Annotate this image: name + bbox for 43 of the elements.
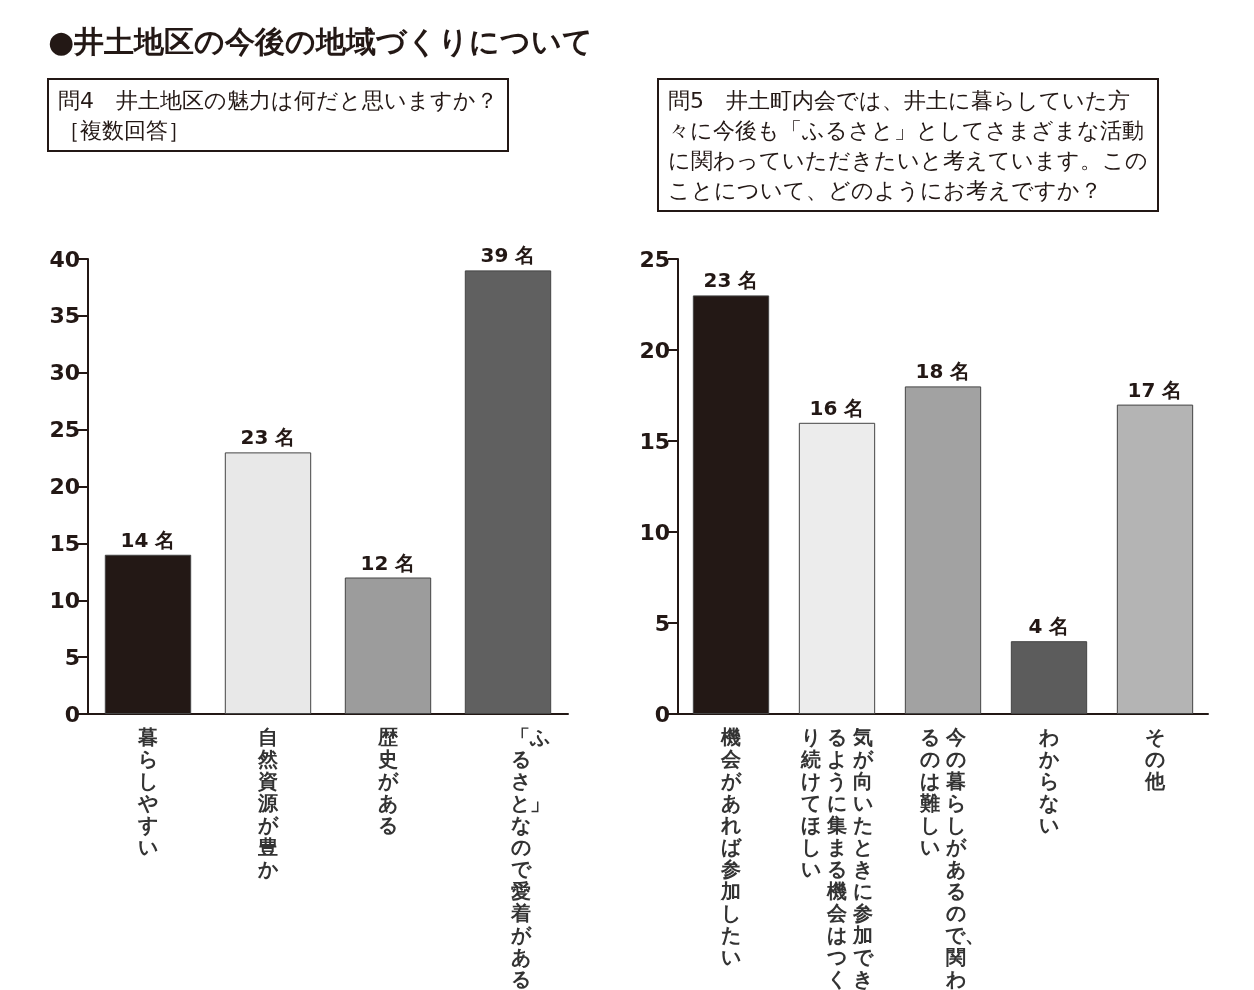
bar xyxy=(1010,641,1088,714)
bar xyxy=(798,422,876,714)
y-tick-label: 40 xyxy=(49,246,80,272)
y-tick-label: 15 xyxy=(49,530,80,556)
bar xyxy=(344,577,432,714)
y-tick-label: 20 xyxy=(49,474,80,499)
chart-title: 問5 井土町内会では、井土に暮らしていた方々に今後も「ふるさと」としてさまざまな活動に関わっていただきたいと考えています。このことについて、どのようにお考えですか？ xyxy=(668,87,1148,203)
y-tick-label: 5 xyxy=(654,610,670,636)
y-tick-label: 25 xyxy=(49,417,80,443)
data-label: 14 名 xyxy=(120,527,176,552)
y-tick-label: 0 xyxy=(654,701,670,727)
data-label: 39 名 xyxy=(480,243,536,268)
data-label: 12 名 xyxy=(360,550,416,575)
y-tick-label: 5 xyxy=(64,644,80,670)
category-label: 「ふるさと」なので愛着がある xyxy=(510,725,550,990)
y-tick-label: 10 xyxy=(49,587,80,613)
x-tick-label: 自然資源が豊か xyxy=(257,725,279,881)
x-tick-label: わからない xyxy=(1038,725,1060,837)
y-tick-label: 20 xyxy=(639,337,670,363)
x-tick-label: 歴史がある xyxy=(377,725,399,837)
category-label: 気が向いたときに参加できるように集まる機会はつくり続けてほしい xyxy=(801,725,873,990)
bar xyxy=(224,452,312,714)
data-label: 16 名 xyxy=(809,395,865,420)
text: ●井土地区の今後の地域づくりについて xyxy=(47,23,595,61)
data-label: 4 名 xyxy=(1028,614,1070,639)
bar xyxy=(904,386,982,714)
category-label: 機会があれば参加したい xyxy=(721,725,741,969)
bar xyxy=(464,270,552,714)
x-tick-label: その他 xyxy=(1144,725,1166,793)
y-tick-label: 15 xyxy=(639,428,670,454)
data-label: 18 名 xyxy=(915,359,971,384)
y-tick-label: 30 xyxy=(49,360,80,386)
data-label: 23 名 xyxy=(240,425,296,450)
y-tick-label: 35 xyxy=(49,303,80,329)
y-tick-label: 0 xyxy=(64,701,80,727)
data-label: 17 名 xyxy=(1127,377,1183,402)
y-tick-label: 10 xyxy=(639,519,670,545)
bar xyxy=(1116,404,1194,714)
y-tick-label: 25 xyxy=(639,246,670,272)
category-label: 今の暮らしがあるので、関わるのは難しい xyxy=(920,725,985,990)
chart-title: 問4 井土地区の魅力は何だと思いますか？［複数回答］ xyxy=(58,87,498,143)
x-tick-label: 暮らしやすい xyxy=(137,725,159,859)
data-label: 23 名 xyxy=(703,268,759,293)
